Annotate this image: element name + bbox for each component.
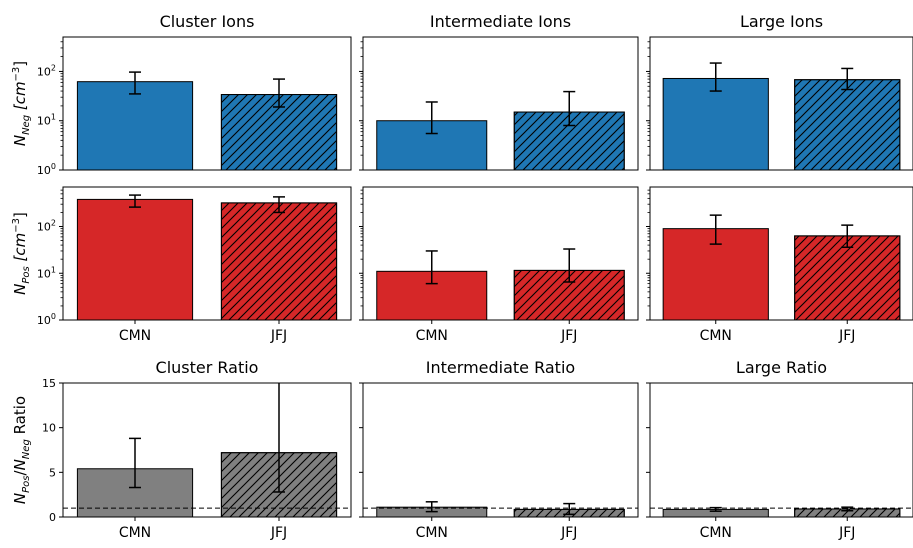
axes-frame [62,36,352,171]
panel-positive-1: CMN JFJ [359,186,639,344]
plot-area [76,71,338,170]
panel-title: Large Ions [740,12,823,31]
y-tick-label: 101 [37,113,56,128]
plot-area [650,506,913,517]
bar-cmn [76,81,194,170]
panel-positive-2: CMN JFJ [646,186,913,344]
x-tick-label: CMN [700,525,732,541]
axes-frame [362,382,639,518]
y-tick-label: 10 [42,422,56,435]
x-tick-label: CMN [119,328,151,344]
axes-frame [649,186,913,321]
x-tick-label: JFJ [560,525,577,541]
panel-title: Cluster Ratio [156,358,259,377]
panel-negative-2: Large Ions [646,12,913,171]
x-tick-label: CMN [416,328,448,344]
x-tick-label: JFJ [560,328,577,344]
axes-frame [62,382,352,518]
x-tick-label: JFJ [270,525,287,541]
panel-title: Large Ratio [736,358,827,377]
x-tick-label: CMN [119,525,151,541]
x-tick-label: JFJ [838,328,855,344]
plot-area [363,501,638,517]
x-tick-label: CMN [416,525,448,541]
panel-ratio-2: CMN JFJ Large Ratio [646,358,913,541]
panel-title: Intermediate Ratio [426,358,575,377]
y-tick-label: 15 [42,377,56,390]
bar-hatch-jfj [794,235,901,320]
bar-hatch-jfj [220,202,338,320]
y-axis-label-positive: NPos [cm−3] [11,212,32,295]
axes-frame [362,36,639,171]
panel-title: Cluster Ions [160,12,255,31]
plot-area [376,248,625,320]
panel-negative-1: Intermediate Ions [359,12,639,171]
y-axis-label-negative: NNeg [cm−3] [11,61,32,146]
axes-frame [649,382,913,518]
y-tick-label: 100 [37,312,56,327]
axes-frame [649,36,913,171]
axes-frame [362,186,639,321]
y-tick-label: 101 [37,265,56,280]
panel-title: Intermediate Ions [430,12,571,31]
y-tick-label: 0 [49,511,56,524]
axes-frame [62,186,352,321]
bar-cmn [76,198,194,320]
x-tick-label: JFJ [838,525,855,541]
x-tick-label: JFJ [270,328,287,344]
y-tick-label: 100 [37,162,56,177]
panel-ratio-0: 0 5 10 15 CMN JFJ Cluster Ratio [42,358,352,541]
plot-area [662,214,901,320]
plot-area [662,62,901,170]
y-tick-label: 102 [37,63,56,78]
bar-cmn [376,120,488,170]
panel-positive-0: 100 101 102 CMN JFJ [37,186,352,344]
plot-area [63,383,351,517]
plot-area [376,90,625,170]
panel-ratio-1: CMN JFJ Intermediate Ratio [359,358,639,541]
y-tick-label: 5 [49,466,56,479]
y-axis-label-ratio: NPos/NNeg Ratio [11,396,32,504]
plot-area [76,194,338,320]
panel-negative-0: 100 101 102 Cluster Ions [37,12,352,177]
bar-hatch-jfj [794,79,901,170]
x-tick-label: CMN [700,328,732,344]
y-tick-label: 102 [37,219,56,234]
bar-cmn [662,77,769,170]
